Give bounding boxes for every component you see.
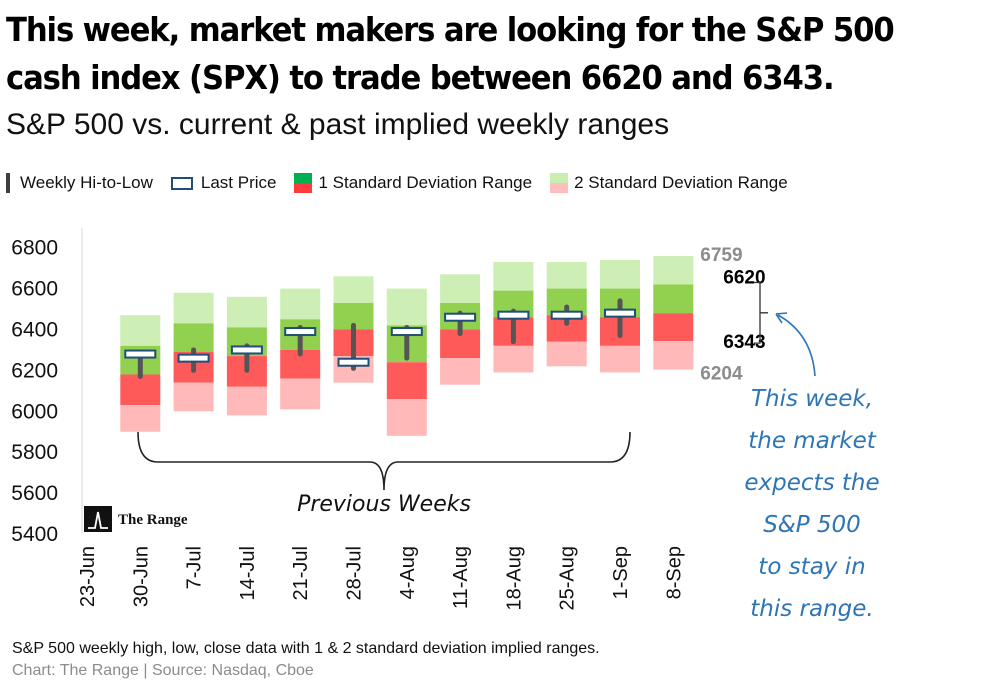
last-price-marker-14-Jul bbox=[230, 345, 263, 355]
annotation-line-3: expects the bbox=[744, 470, 879, 496]
x-tick-label-30-Jun: 30-Jun bbox=[130, 546, 152, 607]
legend-item-sd1: 1 Standard Deviation Range bbox=[294, 173, 532, 193]
sd2-upper-band-14-Jul bbox=[226, 296, 267, 328]
legend-item-hilo: Weekly Hi-to-Low bbox=[6, 173, 153, 193]
last-price-marker-18-Aug bbox=[497, 310, 530, 320]
annotation-line-4: S&P 500 bbox=[763, 512, 861, 538]
sd2-upper-band-1-Sep bbox=[600, 259, 640, 289]
chart-subtitle: S&P 500 vs. current & past implied weekl… bbox=[6, 108, 670, 141]
sd2-lower-band-14-Jul bbox=[226, 386, 267, 416]
footnote: S&P 500 weekly high, low, close data wit… bbox=[12, 640, 600, 657]
legend: Weekly Hi-to-Low Last Price 1 Standard D… bbox=[6, 170, 806, 196]
sd2-upper-band-8-Sep bbox=[653, 256, 694, 285]
sd2-upper-band-4-Aug bbox=[386, 288, 427, 326]
legend-item-sd2: 2 Standard Deviation Range bbox=[550, 173, 788, 193]
sd2-lower-band-18-Aug bbox=[493, 345, 534, 373]
sd2-lower-band-8-Sep bbox=[653, 341, 694, 370]
sd2-upper-band-18-Aug bbox=[493, 262, 534, 291]
last-price-marker-4-Aug bbox=[390, 327, 423, 337]
last-price-marker-25-Aug bbox=[550, 310, 583, 320]
annotation-arrowhead bbox=[775, 312, 788, 324]
legend-swatch-sd2 bbox=[550, 173, 569, 193]
y-tick-label-5600: 5600 bbox=[11, 482, 58, 505]
legend-label-last: Last Price bbox=[200, 173, 277, 192]
callout-sd2-high: 6759 bbox=[700, 245, 742, 266]
sd2-lower-band-1-Sep bbox=[600, 345, 640, 373]
sd2-upper-band-30-Jun bbox=[120, 315, 161, 346]
annotation-line-2: the market bbox=[748, 428, 876, 454]
legend-label-sd2: 2 Standard Deviation Range bbox=[574, 173, 788, 192]
source-note: Chart: The Range | Source: Nasdaq, Cboe bbox=[12, 662, 314, 679]
x-tick-label-8-Sep: 8-Sep bbox=[663, 546, 685, 599]
sd1-lower-band-30-Jun bbox=[120, 374, 161, 406]
y-tick-label-6200: 6200 bbox=[11, 359, 58, 382]
sd2-upper-band-11-Aug bbox=[440, 274, 481, 303]
logo-text: The Range bbox=[118, 512, 188, 528]
legend-swatch-hilo bbox=[6, 173, 10, 193]
sd2-upper-band-25-Aug bbox=[546, 262, 587, 289]
legend-swatch-sd1 bbox=[294, 173, 313, 193]
sd2-lower-band-30-Jun bbox=[120, 405, 161, 432]
last-price-marker-30-Jun bbox=[124, 349, 157, 359]
annotation-line-6: this range. bbox=[750, 596, 873, 622]
previous-weeks-brace bbox=[137, 431, 631, 491]
sd2-lower-band-21-Jul bbox=[280, 378, 321, 410]
legend-item-last: Last Price bbox=[170, 173, 277, 193]
x-tick-label-1-Sep: 1-Sep bbox=[610, 546, 632, 599]
x-tick-label-21-Jul: 21-Jul bbox=[290, 546, 312, 600]
last-price-marker-1-Sep bbox=[604, 308, 636, 318]
previous-weeks-label: Previous Weeks bbox=[297, 492, 471, 517]
y-tick-label-6600: 6600 bbox=[11, 278, 58, 301]
sd1-upper-band-7-Jul bbox=[173, 323, 214, 352]
sd1-lower-band-4-Aug bbox=[386, 362, 427, 400]
sd2-upper-band-7-Jul bbox=[173, 292, 214, 324]
sd2-lower-band-7-Jul bbox=[173, 382, 214, 412]
sd2-lower-band-4-Aug bbox=[386, 399, 427, 436]
legend-label-hilo: Weekly Hi-to-Low bbox=[20, 173, 153, 192]
last-price-marker-11-Aug bbox=[444, 312, 477, 322]
annotation-arrow bbox=[777, 314, 816, 377]
y-tick-label-5800: 5800 bbox=[11, 441, 58, 464]
x-tick-label-25-Aug: 25-Aug bbox=[557, 546, 579, 611]
sd2-lower-band-25-Aug bbox=[546, 341, 587, 367]
legend-swatch-last bbox=[170, 176, 193, 190]
y-tick-label-6400: 6400 bbox=[11, 319, 58, 342]
x-tick-label-18-Aug: 18-Aug bbox=[503, 546, 525, 611]
x-tick-label-11-Aug: 11-Aug bbox=[450, 546, 472, 609]
last-price-marker-28-Jul bbox=[337, 357, 370, 367]
logo-peak-icon bbox=[88, 511, 108, 529]
y-tick-label-6000: 6000 bbox=[11, 400, 58, 423]
callout-sd2-low: 6204 bbox=[700, 364, 743, 385]
annotation-line-5: to stay in bbox=[758, 554, 865, 580]
last-price-marker-21-Jul bbox=[284, 327, 317, 337]
x-tick-label-4-Aug: 4-Aug bbox=[397, 546, 419, 599]
x-tick-label-14-Jul: 14-Jul bbox=[237, 546, 259, 600]
x-tick-label-7-Jul: 7-Jul bbox=[184, 546, 206, 589]
sd2-upper-band-28-Jul bbox=[333, 276, 374, 303]
x-tick-label-28-Jul: 28-Jul bbox=[344, 546, 366, 600]
y-tick-label-5400: 5400 bbox=[11, 523, 58, 546]
y-tick-label-6800: 6800 bbox=[11, 237, 58, 260]
range-chart: 6800 6600 6400 6200 6000 5800 5600 5400 23-Jun 30… bbox=[11, 228, 880, 622]
last-price-marker-7-Jul bbox=[177, 353, 210, 363]
range-bracket bbox=[754, 281, 768, 344]
callout-sd1-low: 6343 bbox=[723, 332, 765, 353]
x-tick-label-23-Jun: 23-Jun bbox=[77, 546, 99, 607]
annotation-line-1: This week, bbox=[751, 386, 873, 412]
legend-label-sd1: 1 Standard Deviation Range bbox=[318, 173, 533, 192]
headline: This week, market makers are looking for… bbox=[6, 10, 895, 97]
sd2-lower-band-11-Aug bbox=[440, 358, 481, 385]
sd1-lower-band-8-Sep bbox=[653, 313, 694, 342]
sd1-upper-band-8-Sep bbox=[653, 284, 694, 314]
sd2-upper-band-21-Jul bbox=[280, 288, 321, 320]
callout-sd1-high: 6620 bbox=[723, 268, 765, 289]
